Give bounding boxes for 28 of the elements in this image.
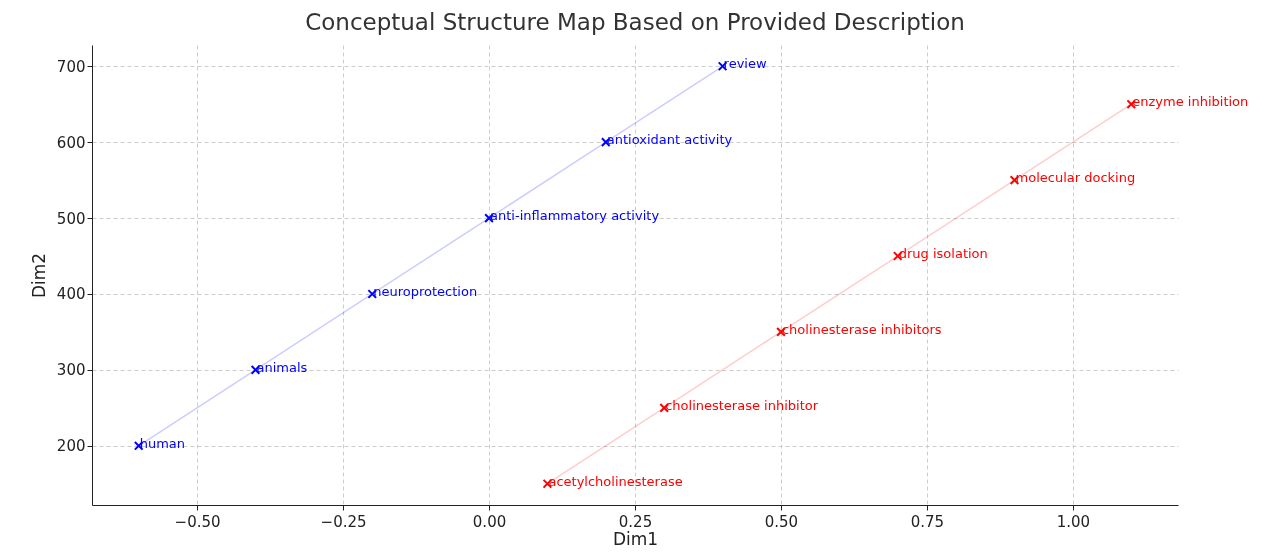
chart-title: Conceptual Structure Map Based on Provided Description <box>305 9 965 35</box>
y-tick-label: 200 <box>56 437 86 456</box>
annotation: neuroprotection <box>373 283 478 299</box>
y-tick-label: 500 <box>56 209 86 228</box>
x-axis-title: Dim1 <box>612 528 659 549</box>
annotation: acetylcholinesterase <box>548 473 683 489</box>
y-tick-label: 700 <box>56 57 86 76</box>
annotation: cholinesterase inhibitors <box>781 321 942 337</box>
annotation: antioxidant activity <box>606 132 733 148</box>
annotation: anti-inflammatory activity <box>490 208 660 224</box>
x-tick-label: 0.75 <box>910 512 945 531</box>
annotation: enzyme inhibition <box>1132 94 1249 110</box>
annotation: animals <box>256 359 308 375</box>
x-tick-label: 1.00 <box>1056 512 1091 531</box>
annotation: review <box>723 56 767 72</box>
y-axis-title: Dim2 <box>28 252 49 299</box>
annotation: molecular docking <box>1015 170 1136 186</box>
y-tick-label: 600 <box>56 133 86 152</box>
annotation: human <box>139 435 186 451</box>
x-tick-label: 0.00 <box>472 512 507 531</box>
x-tick-label: −0.25 <box>320 512 367 531</box>
x-tick-label: 0.50 <box>764 512 799 531</box>
x-tick-label: −0.50 <box>174 512 221 531</box>
y-tick-label: 400 <box>56 285 86 304</box>
annotation: drug isolation <box>898 246 988 262</box>
x-tick-label: 0.25 <box>618 512 653 531</box>
y-tick-label: 300 <box>56 361 86 380</box>
annotation: cholinesterase inhibitor <box>665 397 819 413</box>
